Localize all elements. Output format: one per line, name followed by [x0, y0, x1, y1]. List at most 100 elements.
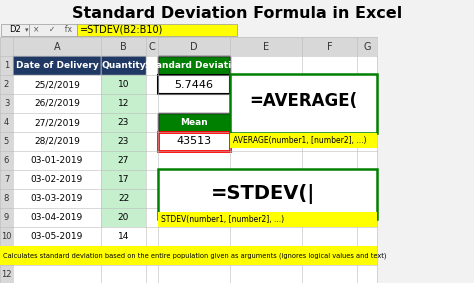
Text: G: G	[363, 42, 371, 52]
FancyBboxPatch shape	[302, 94, 357, 113]
FancyBboxPatch shape	[13, 56, 101, 75]
FancyBboxPatch shape	[158, 132, 230, 151]
FancyBboxPatch shape	[0, 170, 13, 189]
FancyBboxPatch shape	[230, 170, 302, 189]
FancyBboxPatch shape	[357, 246, 377, 265]
FancyBboxPatch shape	[0, 94, 13, 113]
Text: 3: 3	[4, 99, 9, 108]
Text: ×    ✓    fx: × ✓ fx	[34, 25, 73, 35]
Text: 6: 6	[4, 156, 9, 165]
Text: 7: 7	[4, 175, 9, 184]
Text: 03-03-2019: 03-03-2019	[31, 194, 83, 203]
FancyBboxPatch shape	[0, 208, 13, 227]
Text: D2: D2	[9, 25, 21, 35]
Text: 8: 8	[4, 194, 9, 203]
FancyBboxPatch shape	[0, 189, 13, 208]
FancyBboxPatch shape	[101, 94, 146, 113]
Text: =STDEV(B2:B10): =STDEV(B2:B10)	[80, 25, 164, 35]
FancyBboxPatch shape	[158, 227, 230, 246]
FancyBboxPatch shape	[13, 94, 101, 113]
FancyBboxPatch shape	[230, 113, 302, 132]
Text: 11: 11	[1, 251, 12, 260]
Text: 2: 2	[4, 80, 9, 89]
FancyBboxPatch shape	[230, 94, 302, 113]
FancyBboxPatch shape	[146, 151, 158, 170]
FancyBboxPatch shape	[230, 133, 377, 148]
FancyBboxPatch shape	[302, 246, 357, 265]
FancyBboxPatch shape	[357, 132, 377, 151]
FancyBboxPatch shape	[158, 75, 230, 94]
FancyBboxPatch shape	[0, 113, 13, 132]
FancyBboxPatch shape	[302, 170, 357, 189]
FancyBboxPatch shape	[77, 24, 237, 36]
FancyBboxPatch shape	[146, 132, 158, 151]
Text: 17: 17	[118, 175, 129, 184]
FancyBboxPatch shape	[302, 37, 357, 56]
Text: 23: 23	[118, 137, 129, 146]
FancyBboxPatch shape	[0, 75, 13, 94]
FancyBboxPatch shape	[302, 189, 357, 208]
Text: 14: 14	[118, 232, 129, 241]
FancyBboxPatch shape	[230, 56, 302, 75]
Text: AVERAGE(number1, [number2], ...): AVERAGE(number1, [number2], ...)	[233, 136, 366, 145]
FancyBboxPatch shape	[101, 227, 146, 246]
FancyBboxPatch shape	[0, 132, 13, 151]
FancyBboxPatch shape	[0, 227, 13, 246]
FancyBboxPatch shape	[357, 75, 377, 94]
FancyBboxPatch shape	[146, 189, 158, 208]
Text: A: A	[54, 42, 60, 52]
FancyBboxPatch shape	[0, 56, 13, 75]
FancyBboxPatch shape	[13, 227, 101, 246]
Text: ▾: ▾	[25, 27, 29, 33]
FancyBboxPatch shape	[357, 56, 377, 75]
Text: 20: 20	[118, 213, 129, 222]
FancyBboxPatch shape	[13, 246, 101, 265]
FancyBboxPatch shape	[230, 37, 302, 56]
FancyBboxPatch shape	[302, 75, 357, 94]
FancyBboxPatch shape	[101, 170, 146, 189]
FancyBboxPatch shape	[101, 208, 146, 227]
FancyBboxPatch shape	[158, 189, 230, 208]
FancyBboxPatch shape	[13, 75, 101, 94]
FancyBboxPatch shape	[230, 151, 302, 170]
FancyBboxPatch shape	[302, 56, 357, 75]
FancyBboxPatch shape	[146, 37, 158, 56]
FancyBboxPatch shape	[357, 189, 377, 208]
FancyBboxPatch shape	[357, 227, 377, 246]
Text: 27: 27	[118, 156, 129, 165]
Text: 03-04-2019: 03-04-2019	[31, 213, 83, 222]
FancyBboxPatch shape	[357, 208, 377, 227]
FancyBboxPatch shape	[230, 227, 302, 246]
FancyBboxPatch shape	[146, 208, 158, 227]
FancyBboxPatch shape	[302, 227, 357, 246]
FancyBboxPatch shape	[101, 37, 146, 56]
Text: D: D	[190, 42, 198, 52]
Text: 28/2/2019: 28/2/2019	[34, 137, 80, 146]
FancyBboxPatch shape	[230, 75, 302, 94]
FancyBboxPatch shape	[230, 189, 302, 208]
FancyBboxPatch shape	[302, 265, 357, 283]
FancyBboxPatch shape	[146, 75, 158, 94]
Text: 9: 9	[4, 213, 9, 222]
Text: 5.7446: 5.7446	[174, 80, 213, 89]
FancyBboxPatch shape	[0, 37, 13, 56]
FancyBboxPatch shape	[13, 151, 101, 170]
FancyBboxPatch shape	[13, 265, 101, 283]
Text: 12: 12	[1, 270, 12, 279]
Text: 4: 4	[4, 118, 9, 127]
FancyBboxPatch shape	[302, 208, 357, 227]
FancyBboxPatch shape	[158, 265, 230, 283]
FancyBboxPatch shape	[302, 151, 357, 170]
Text: E: E	[263, 42, 269, 52]
FancyBboxPatch shape	[357, 170, 377, 189]
FancyBboxPatch shape	[158, 113, 230, 132]
Text: 43513: 43513	[176, 136, 211, 147]
FancyBboxPatch shape	[101, 132, 146, 151]
Text: 03-02-2019: 03-02-2019	[31, 175, 83, 184]
FancyBboxPatch shape	[146, 246, 158, 265]
FancyBboxPatch shape	[357, 113, 377, 132]
FancyBboxPatch shape	[101, 113, 146, 132]
Text: 03-01-2019: 03-01-2019	[31, 156, 83, 165]
FancyBboxPatch shape	[146, 56, 158, 75]
FancyBboxPatch shape	[158, 246, 230, 265]
